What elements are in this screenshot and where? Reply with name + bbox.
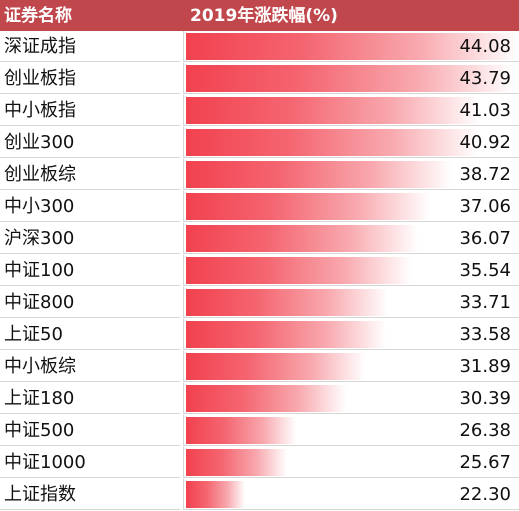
bar-cell: 26.38 xyxy=(184,415,519,446)
data-label: 36.07 xyxy=(459,228,511,249)
bar-cell: 41.03 xyxy=(184,95,519,126)
data-bar xyxy=(186,129,478,156)
index-name: 深证成指 xyxy=(0,31,180,62)
table-row: 中证800 33.71 xyxy=(0,287,519,319)
data-label: 25.67 xyxy=(459,452,511,473)
bar-cell: 36.07 xyxy=(184,223,519,254)
index-name: 上证180 xyxy=(0,383,180,414)
table-row: 创业300 40.92 xyxy=(0,127,519,159)
index-name: 创业板指 xyxy=(0,63,180,94)
table-row: 创业板指 43.79 xyxy=(0,63,519,95)
table-row: 中证100 35.54 xyxy=(0,255,519,287)
table-row: 上证180 30.39 xyxy=(0,383,519,415)
data-label: 44.08 xyxy=(459,36,511,57)
table-row: 沪深300 36.07 xyxy=(0,223,519,255)
bar-cell: 38.72 xyxy=(184,159,519,190)
index-name: 中证100 xyxy=(0,255,180,286)
index-name: 创业300 xyxy=(0,127,180,158)
data-bar xyxy=(186,257,411,284)
data-label: 43.79 xyxy=(459,68,511,89)
table-row: 中证500 26.38 xyxy=(0,415,519,447)
data-bar xyxy=(186,289,388,316)
table-row: 中小板指 41.03 xyxy=(0,95,519,127)
table-header: 证券名称 2019年涨跌幅(%) xyxy=(0,0,519,31)
table-rows: 深证成指 44.08 创业板指 43.79 中小板指 41.03 创业300 40.92 创业板… xyxy=(0,31,519,511)
bar-cell: 43.79 xyxy=(184,63,519,94)
index-name: 中证800 xyxy=(0,287,180,318)
table-row: 创业板综 38.72 xyxy=(0,159,519,191)
table-row: 中小300 37.06 xyxy=(0,191,519,223)
data-bar xyxy=(186,97,480,124)
bar-cell: 22.30 xyxy=(184,479,519,510)
data-label: 30.39 xyxy=(459,388,511,409)
column-divider xyxy=(183,31,184,510)
data-label: 35.54 xyxy=(459,260,511,281)
data-bar xyxy=(186,385,346,412)
data-label: 37.06 xyxy=(459,196,511,217)
data-label: 31.89 xyxy=(459,356,511,377)
index-name: 上证50 xyxy=(0,319,180,350)
bar-cell: 35.54 xyxy=(184,255,519,286)
table-row: 中小板综 31.89 xyxy=(0,351,519,383)
data-label: 41.03 xyxy=(459,100,511,121)
index-name: 中小板综 xyxy=(0,351,180,382)
data-label: 33.58 xyxy=(459,324,511,345)
table-row: 上证指数 22.30 xyxy=(0,479,519,511)
bar-cell: 31.89 xyxy=(184,351,519,382)
data-label: 22.30 xyxy=(459,484,511,505)
bar-cell: 37.06 xyxy=(184,191,519,222)
index-name: 中小板指 xyxy=(0,95,180,126)
index-name: 创业板综 xyxy=(0,159,180,190)
bar-cell: 25.67 xyxy=(184,447,519,478)
index-name: 沪深300 xyxy=(0,223,180,254)
bar-cell: 40.92 xyxy=(184,127,519,158)
data-label: 40.92 xyxy=(459,132,511,153)
data-label: 33.71 xyxy=(459,292,511,313)
data-label: 26.38 xyxy=(459,420,511,441)
table-row: 上证50 33.58 xyxy=(0,319,519,351)
bar-cell: 30.39 xyxy=(184,383,519,414)
index-name: 中小300 xyxy=(0,191,180,222)
data-label: 38.72 xyxy=(459,164,511,185)
table-row: 深证成指 44.08 xyxy=(0,31,519,63)
bar-cell: 33.71 xyxy=(184,287,519,318)
data-bar xyxy=(186,193,430,220)
data-bar xyxy=(186,417,296,444)
data-bar xyxy=(186,161,451,188)
index-name: 上证指数 xyxy=(0,479,180,510)
header-name-column: 证券名称 xyxy=(4,6,72,26)
index-name: 中证1000 xyxy=(0,447,180,478)
data-bar xyxy=(186,321,386,348)
header-change-column: 2019年涨跌幅(%) xyxy=(190,6,338,26)
bar-cell: 33.58 xyxy=(184,319,519,350)
table-row: 中证1000 25.67 xyxy=(0,447,519,479)
data-bar xyxy=(186,449,287,476)
data-bar xyxy=(186,481,245,508)
data-bar xyxy=(186,33,518,60)
bar-cell: 44.08 xyxy=(184,31,519,62)
index-name: 中证500 xyxy=(0,415,180,446)
data-bar xyxy=(186,353,365,380)
data-bar xyxy=(186,65,514,92)
data-bar xyxy=(186,225,418,252)
